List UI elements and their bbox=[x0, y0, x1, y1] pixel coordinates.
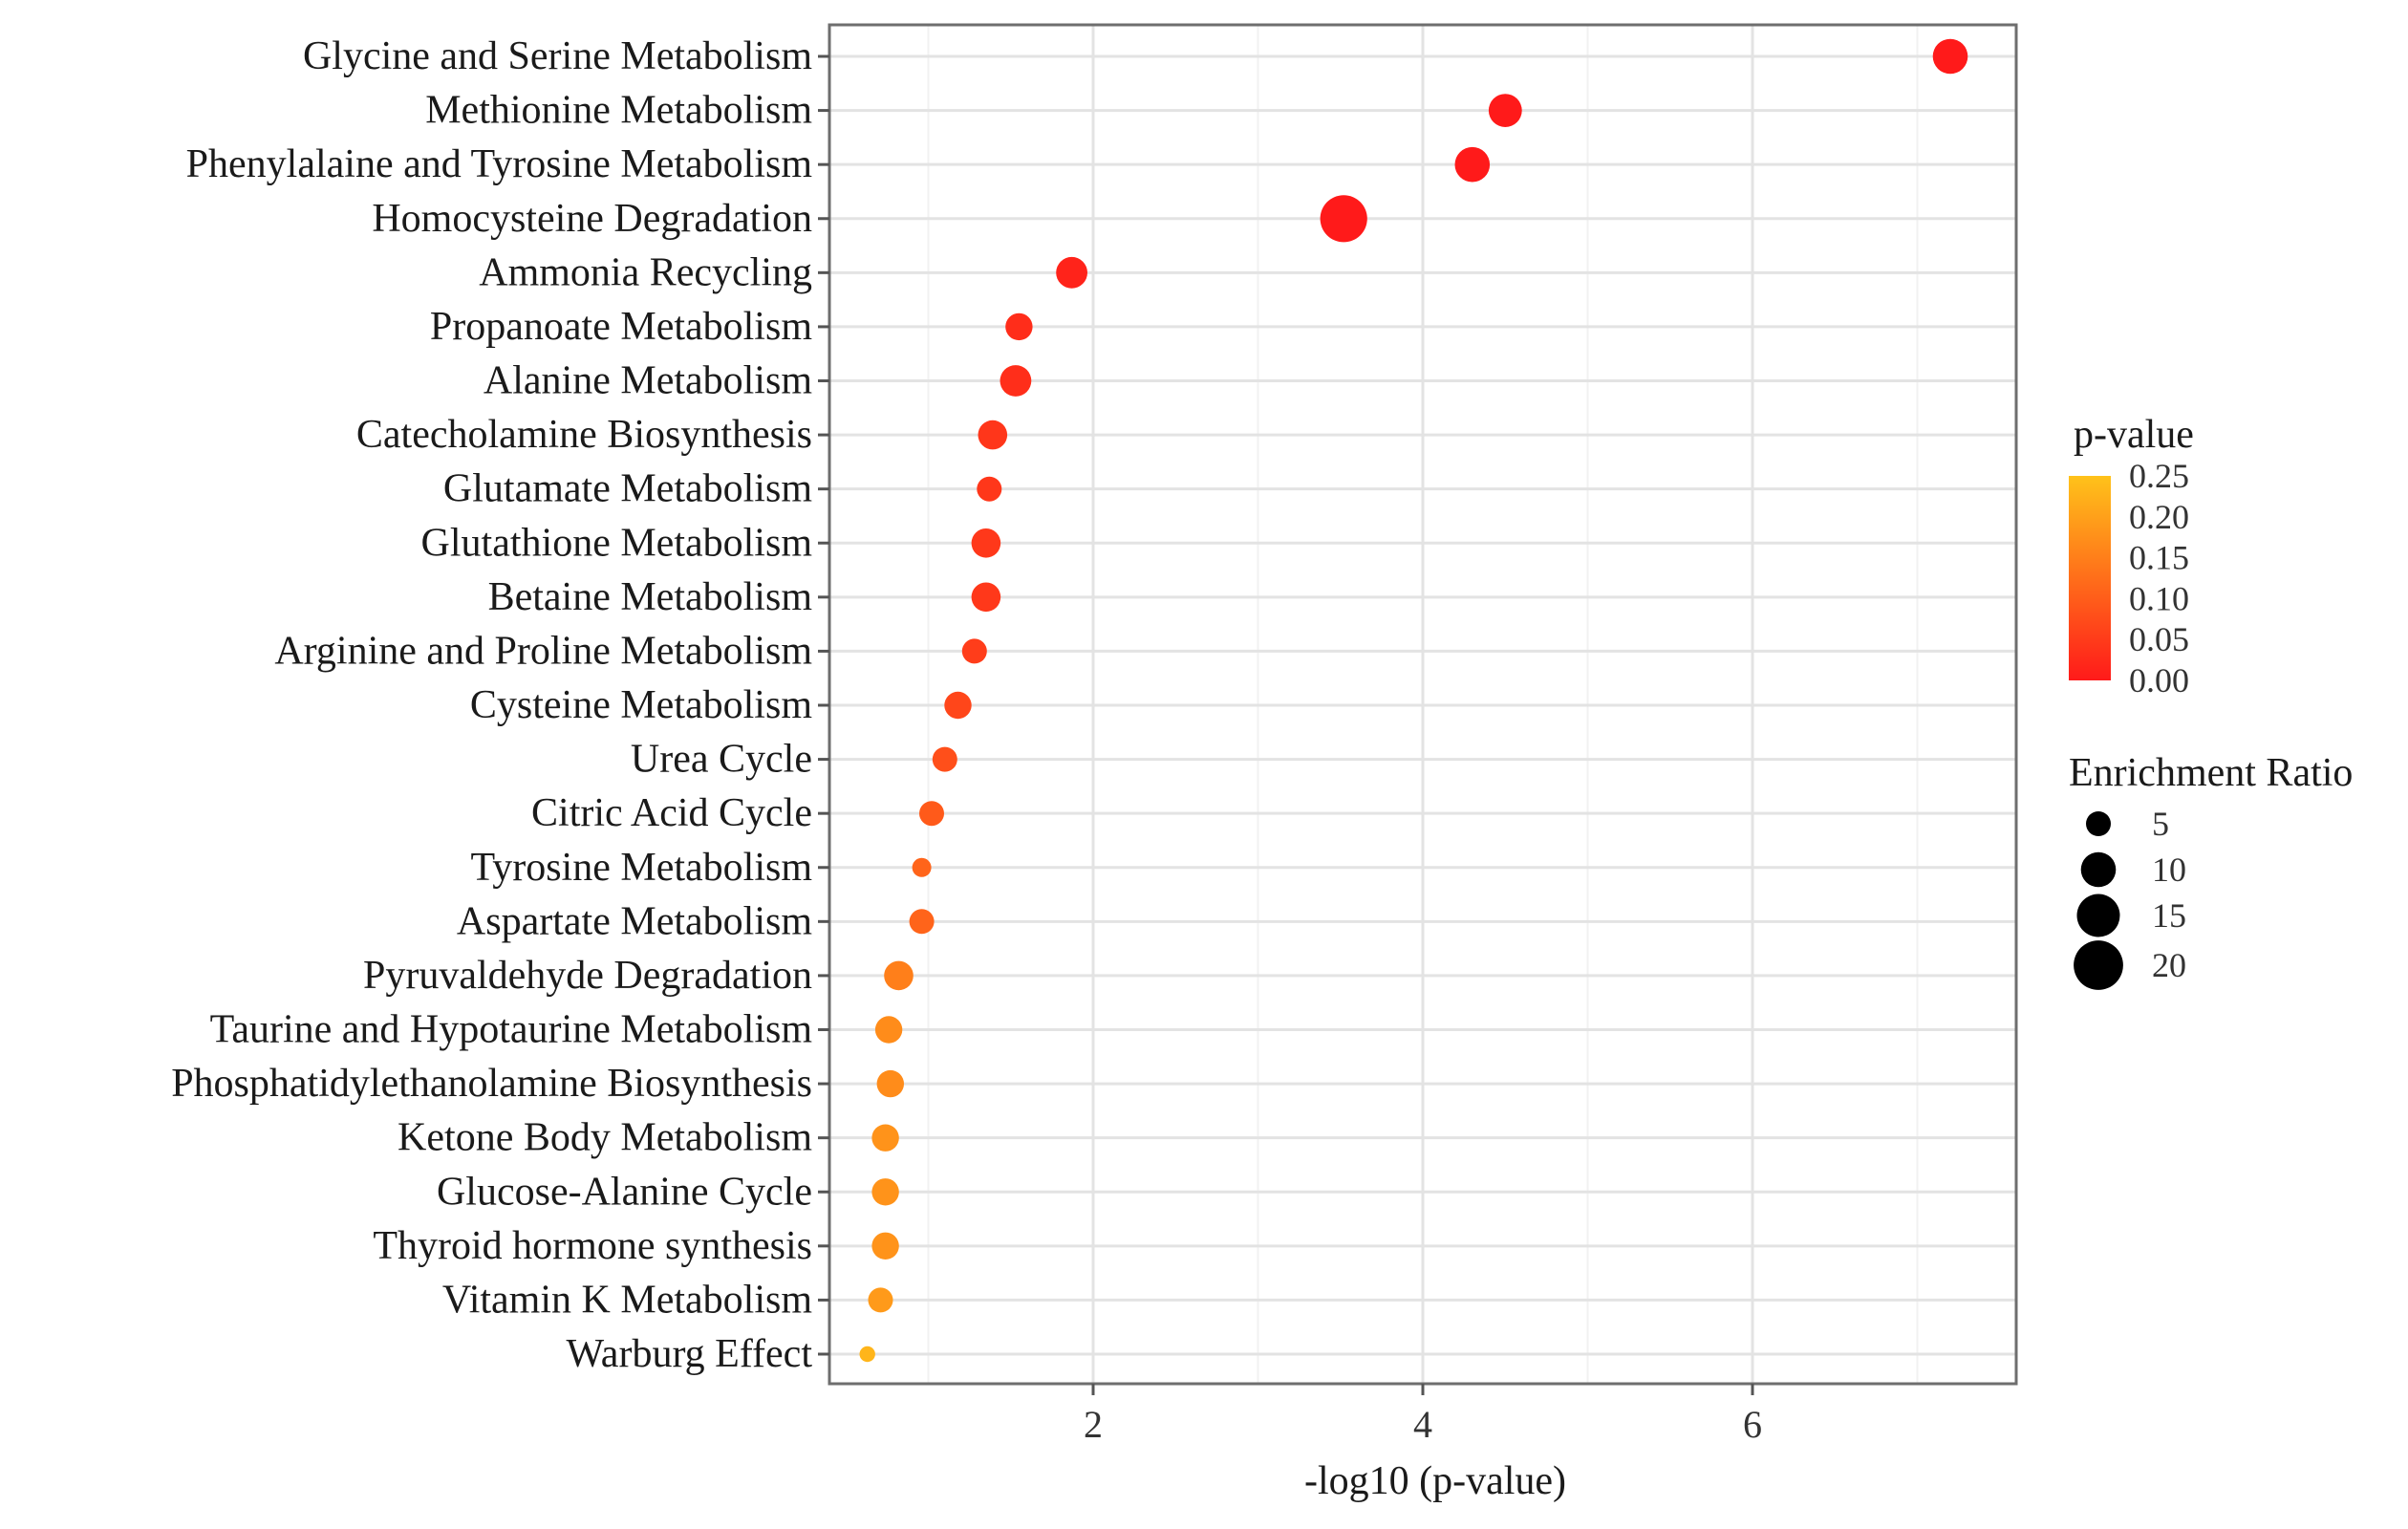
data-point bbox=[961, 638, 987, 664]
data-point bbox=[884, 960, 914, 991]
size-legend-title: Enrichment Ratio bbox=[2069, 751, 2353, 795]
size-legend: Enrichment Ratio 5 10 15 20 bbox=[2069, 751, 2353, 990]
y-axis-category-labels: Glycine and Serine Metabolism Methionine … bbox=[171, 34, 812, 1376]
data-point bbox=[971, 582, 1001, 613]
data-point bbox=[876, 1069, 904, 1098]
color-legend-tick-labels: 0.250.200.150.100.050.00 bbox=[2129, 457, 2189, 700]
color-legend-label: 0.05 bbox=[2129, 620, 2189, 658]
size-legend-marker bbox=[2080, 851, 2117, 888]
color-legend-label: 0.00 bbox=[2129, 661, 2189, 700]
data-point bbox=[977, 476, 1002, 502]
data-point bbox=[912, 857, 932, 877]
data-point bbox=[1005, 312, 1033, 341]
data-point bbox=[868, 1287, 893, 1313]
data-point bbox=[978, 420, 1008, 450]
y-category-label: Glucose-Alanine Cycle bbox=[437, 1170, 812, 1214]
y-category-label: Propanoate Metabolism bbox=[430, 305, 812, 349]
data-point bbox=[1488, 94, 1522, 127]
size-legend-label: 15 bbox=[2152, 896, 2186, 935]
data-point bbox=[871, 1178, 899, 1206]
y-category-label: Glutamate Metabolism bbox=[443, 467, 812, 511]
x-tick-label: 4 bbox=[1413, 1403, 1432, 1446]
y-category-label: Methionine Metabolism bbox=[425, 89, 812, 133]
size-legend-marker bbox=[2086, 811, 2111, 836]
y-category-label: Ketone Body Metabolism bbox=[398, 1116, 812, 1160]
size-legend-label: 5 bbox=[2152, 805, 2169, 843]
y-category-label: Aspartate Metabolism bbox=[457, 899, 812, 943]
data-point bbox=[971, 528, 1001, 558]
y-category-label: Citric Acid Cycle bbox=[531, 791, 812, 835]
data-point bbox=[919, 801, 944, 827]
y-category-label: Glycine and Serine Metabolism bbox=[303, 34, 812, 78]
y-category-label: Cysteine Metabolism bbox=[470, 683, 812, 727]
y-category-label: Betaine Metabolism bbox=[488, 575, 813, 619]
y-axis bbox=[818, 54, 829, 1356]
y-category-label: Alanine Metabolism bbox=[484, 359, 812, 403]
y-category-label: Ammonia Recycling bbox=[479, 250, 812, 294]
y-category-label: Glutathione Metabolism bbox=[421, 521, 813, 565]
data-point bbox=[871, 1232, 899, 1260]
data-points bbox=[859, 38, 1968, 1363]
color-legend: p-value 0.250.200.150.100.050.00 bbox=[2069, 413, 2194, 700]
color-legend-bar bbox=[2069, 476, 2111, 680]
y-category-label: Urea Cycle bbox=[631, 738, 812, 782]
data-point bbox=[871, 1124, 899, 1152]
data-point bbox=[874, 1016, 903, 1044]
data-point bbox=[909, 909, 935, 935]
color-legend-title: p-value bbox=[2074, 413, 2194, 457]
size-legend-marker bbox=[2074, 940, 2123, 990]
color-legend-label: 0.20 bbox=[2129, 498, 2189, 536]
y-category-label: Thyroid hormone synthesis bbox=[373, 1224, 812, 1268]
size-legend-label: 10 bbox=[2152, 851, 2186, 889]
y-category-label: Catecholamine Biosynthesis bbox=[356, 413, 812, 457]
data-point bbox=[1056, 256, 1087, 289]
data-point bbox=[1932, 38, 1968, 75]
y-category-label: Warburg Effect bbox=[567, 1332, 813, 1376]
y-category-label: Phenylalaine and Tyrosine Metabolism bbox=[186, 142, 813, 186]
data-point bbox=[1000, 365, 1032, 397]
y-category-label: Homocysteine Degradation bbox=[372, 197, 812, 241]
x-axis-title: -log10 (p-value) bbox=[1304, 1459, 1566, 1503]
data-point bbox=[944, 691, 972, 720]
color-legend-label: 0.10 bbox=[2129, 579, 2189, 617]
size-legend-marker bbox=[2076, 894, 2120, 937]
x-tick-label: 2 bbox=[1084, 1403, 1103, 1446]
color-legend-label: 0.25 bbox=[2129, 457, 2189, 495]
x-axis: 2 4 6 bbox=[1084, 1384, 1762, 1446]
data-point bbox=[932, 746, 957, 772]
data-point bbox=[1454, 146, 1491, 183]
x-tick-label: 6 bbox=[1743, 1403, 1762, 1446]
color-legend-label: 0.15 bbox=[2129, 539, 2189, 577]
gridlines bbox=[829, 25, 2016, 1384]
size-legend-items: 5 10 15 20 bbox=[2074, 805, 2186, 990]
y-category-label: Vitamin K Metabolism bbox=[442, 1278, 812, 1322]
size-legend-label: 20 bbox=[2152, 946, 2186, 984]
data-point bbox=[859, 1346, 875, 1363]
y-category-label: Phosphatidylethanolamine Biosynthesis bbox=[171, 1062, 812, 1106]
y-category-label: Tyrosine Metabolism bbox=[470, 846, 812, 890]
data-point bbox=[1320, 195, 1367, 243]
y-category-label: Arginine and Proline Metabolism bbox=[274, 629, 812, 673]
y-category-label: Taurine and Hypotaurine Metabolism bbox=[210, 1008, 813, 1052]
y-category-label: Pyruvaldehyde Degradation bbox=[363, 954, 812, 998]
